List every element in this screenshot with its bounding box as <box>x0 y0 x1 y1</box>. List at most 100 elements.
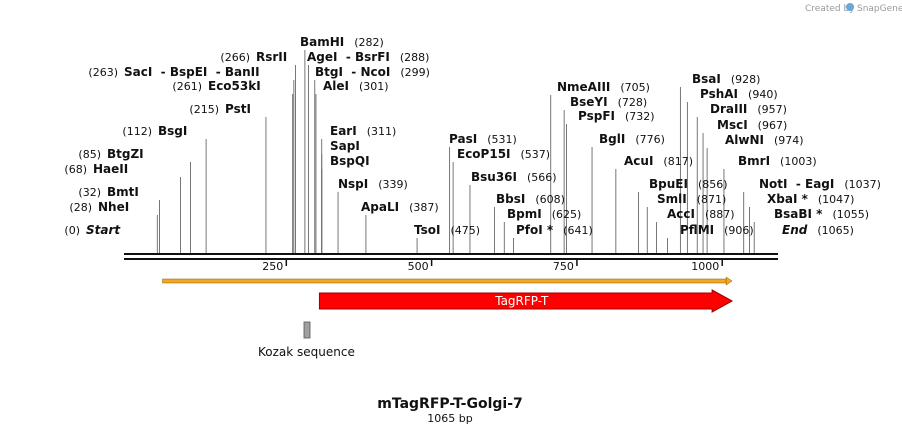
enzyme-site-bbsi[interactable]: BbsI (608) <box>496 192 565 206</box>
ruler-tick-label: 500 <box>408 260 429 273</box>
enzyme-site-bmti[interactable]: BmtI (32) <box>78 185 138 199</box>
enzyme-position: (957) <box>757 103 787 116</box>
enzyme-name: EcoP15I <box>457 147 511 161</box>
enzyme-name: MscI <box>717 118 748 132</box>
enzyme-name: NotI - EagI <box>759 177 834 191</box>
ruler-tick-label: 750 <box>553 260 574 273</box>
enzyme-position: (68) <box>64 163 87 176</box>
enzyme-position: (282) <box>354 36 384 49</box>
enzyme-name: BglI <box>599 132 625 146</box>
enzyme-position: (887) <box>705 208 735 221</box>
enzyme-site-noti-eagi[interactable]: NotI - EagI (1037) <box>759 177 881 191</box>
enzyme-site-acui[interactable]: AcuI (817) <box>624 154 693 168</box>
enzyme-site-bpmi[interactable]: BpmI (625) <box>507 207 581 221</box>
ruler-tick-label: 1000 <box>691 260 719 273</box>
orf-arrow[interactable] <box>162 276 733 286</box>
feature-arrow <box>318 289 734 313</box>
enzyme-position: (85) <box>78 148 101 161</box>
enzyme-position: (625) <box>552 208 582 221</box>
enzyme-name: SmlI <box>657 192 687 206</box>
enzyme-position: (475) <box>450 224 480 237</box>
enzyme-site-rsrii[interactable]: RsrII (266) <box>220 50 287 64</box>
enzyme-site-msci[interactable]: MscI (967) <box>717 118 787 132</box>
snapgene-logo-icon <box>846 3 854 11</box>
enzyme-site-end[interactable]: End (1065) <box>782 223 854 237</box>
enzyme-position: (974) <box>774 134 804 147</box>
enzyme-site-pflmi[interactable]: PflMI (906) <box>680 223 754 237</box>
enzyme-site-bmri[interactable]: BmrI (1003) <box>738 154 817 168</box>
enzyme-position: (0) <box>64 224 80 237</box>
enzyme-site-start[interactable]: Start (0) <box>64 223 121 237</box>
enzyme-site-nspi[interactable]: NspI (339) <box>338 177 408 191</box>
enzyme-position: (732) <box>625 110 655 123</box>
enzyme-name: PshAI <box>700 87 738 101</box>
enzyme-name: BamHI <box>300 35 344 49</box>
enzyme-site-pspfi[interactable]: PspFI (732) <box>578 109 655 123</box>
enzyme-name: BmtI <box>107 185 139 199</box>
enzyme-name: DraIII <box>710 102 747 116</box>
enzyme-name: NheI <box>98 200 129 214</box>
enzyme-site-apali[interactable]: ApaLI (387) <box>361 200 439 214</box>
enzyme-site-nmeaiii[interactable]: NmeAIII (705) <box>557 80 650 94</box>
enzyme-site-eco53ki[interactable]: Eco53kI (261) <box>172 79 260 93</box>
feature-kozak-sequence[interactable]: Kozak sequence <box>258 321 355 359</box>
enzyme-position: (387) <box>409 201 439 214</box>
backbone-bottom-strand <box>124 258 778 260</box>
enzyme-site-bgli[interactable]: BglI (776) <box>599 132 665 146</box>
enzyme-name: BsaBI * <box>774 207 823 221</box>
enzyme-site-draiii[interactable]: DraIII (957) <box>710 102 787 116</box>
enzyme-site-bsu36i[interactable]: Bsu36I (566) <box>471 170 557 184</box>
enzyme-site-nhei[interactable]: NheI (28) <box>69 200 129 214</box>
enzyme-position: (339) <box>378 178 408 191</box>
enzyme-site-eari[interactable]: EarI (311) <box>330 124 396 138</box>
enzyme-site-smli[interactable]: SmlI (871) <box>657 192 726 206</box>
enzyme-site-bsgi[interactable]: BsgI (112) <box>122 124 187 138</box>
enzyme-position: (871) <box>697 193 727 206</box>
enzyme-site-haeii[interactable]: HaeII (68) <box>64 162 128 176</box>
enzyme-site-xbai[interactable]: XbaI * (1047) <box>767 192 854 206</box>
enzyme-site-bspqi[interactable]: BspQI <box>330 154 370 168</box>
enzyme-name: PspFI <box>578 109 615 123</box>
enzyme-position: (705) <box>620 81 650 94</box>
enzyme-site-pfoi[interactable]: PfoI * (641) <box>516 223 593 237</box>
enzyme-position: (299) <box>400 66 430 79</box>
enzyme-site-saci-bspei-banii[interactable]: SacI - BspEI - BanII (263) <box>88 65 259 79</box>
enzyme-site-btgi-ncoi[interactable]: BtgI - NcoI (299) <box>315 65 430 79</box>
ruler: 250 500 750 1000 <box>262 260 723 273</box>
enzyme-name: BpuEI <box>649 177 688 191</box>
enzyme-site-alwni[interactable]: AlwNI (974) <box>725 133 804 147</box>
enzyme-site-agei-bsrfi[interactable]: AgeI - BsrFI (288) <box>307 50 429 64</box>
enzyme-site-pshai[interactable]: PshAI (940) <box>700 87 778 101</box>
enzyme-site-psti[interactable]: PstI (215) <box>189 102 251 116</box>
enzyme-position: (641) <box>563 224 593 237</box>
enzyme-site-bseyi[interactable]: BseYI (728) <box>570 95 647 109</box>
enzyme-position: (537) <box>521 148 551 161</box>
enzyme-site-pasi[interactable]: PasI (531) <box>449 132 517 146</box>
enzyme-site-tsoi[interactable]: TsoI (475) <box>414 223 480 237</box>
enzyme-site-bamhi[interactable]: BamHI (282) <box>300 35 384 49</box>
enzyme-position: (728) <box>618 96 648 109</box>
enzyme-name: BspQI <box>330 154 370 168</box>
feature-tagrfp-t[interactable]: TagRFP-T <box>318 289 734 313</box>
enzyme-site-bsabi[interactable]: BsaBI * (1055) <box>774 207 869 221</box>
credit-text: Created by <box>805 4 855 14</box>
enzyme-site-bsai[interactable]: BsaI (928) <box>692 72 760 86</box>
enzyme-position: (856) <box>698 178 728 191</box>
enzyme-site-acci[interactable]: AccI (887) <box>667 207 735 221</box>
enzyme-position: (32) <box>78 186 101 199</box>
enzyme-position: (301) <box>359 80 389 93</box>
enzyme-position: (566) <box>527 171 557 184</box>
enzyme-site-ecop15i[interactable]: EcoP15I (537) <box>457 147 550 161</box>
enzyme-position: (531) <box>487 133 517 146</box>
enzyme-site-alei[interactable]: AleI (301) <box>323 79 389 93</box>
enzyme-position: (266) <box>220 51 250 64</box>
enzyme-name: BpmI <box>507 207 542 221</box>
enzyme-position: (28) <box>69 201 92 214</box>
enzyme-name: EarI <box>330 124 357 138</box>
enzyme-name: XbaI * <box>767 192 809 206</box>
enzyme-site-bpuei[interactable]: BpuEI (856) <box>649 177 728 191</box>
enzyme-site-btgzi[interactable]: BtgZI (85) <box>78 147 143 161</box>
enzyme-name: End <box>782 223 808 237</box>
enzyme-site-sapi[interactable]: SapI <box>330 139 360 153</box>
